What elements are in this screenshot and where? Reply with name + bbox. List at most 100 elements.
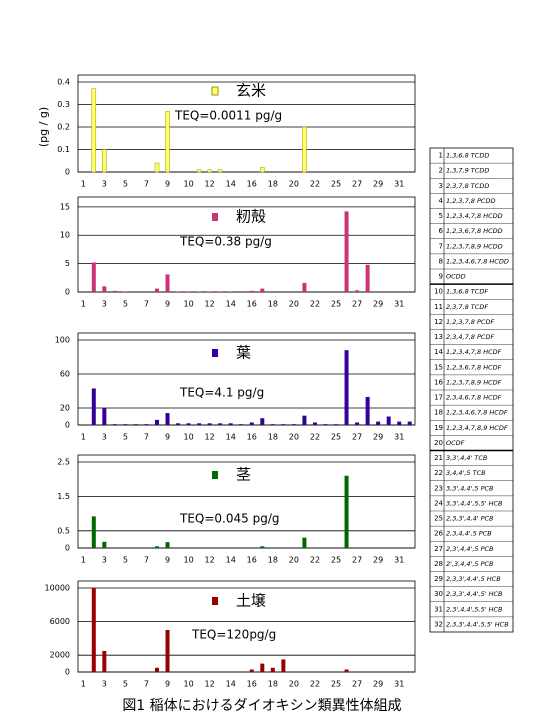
y-tick-label: 1.5 <box>57 492 70 501</box>
y-tick-label: 0 <box>65 288 70 297</box>
bar <box>323 424 328 425</box>
x-tick-label: 7 <box>144 433 149 442</box>
x-tick-label: 3 <box>102 300 107 309</box>
x-tick-label: 14 <box>226 433 236 442</box>
legend-congener: 1,2,3,6,7,8 HCDD <box>446 227 503 235</box>
y-tick-label: 0.4 <box>57 78 70 87</box>
x-tick-label: 25 <box>331 556 341 565</box>
legend-number: 8 <box>439 257 443 265</box>
legend-number: 12 <box>434 318 443 326</box>
x-tick-label: 22 <box>310 680 320 689</box>
legend-congener: 1,3,6,8 TCDF <box>446 288 488 296</box>
legend-congener: 2,3,3',4,4',5 HCB <box>446 575 501 583</box>
y-tick-label: 0 <box>65 668 70 677</box>
legend-number: 22 <box>434 469 443 477</box>
x-tick-label: 5 <box>123 680 128 689</box>
legend-congener: 1,2,3,4,6,7,8 HCDF <box>446 409 508 417</box>
x-tick-label: 20 <box>289 180 299 189</box>
legend-number: 31 <box>434 605 443 613</box>
legend-congener: 2',3,4,4',5 PCB <box>446 560 494 568</box>
legend-number: 18 <box>434 409 443 417</box>
bar <box>228 291 233 292</box>
bar <box>365 396 370 425</box>
x-tick-label: 3 <box>102 433 107 442</box>
y-tick-label: 2.5 <box>57 458 70 467</box>
bar <box>302 126 307 173</box>
legend-number: 5 <box>439 212 443 220</box>
x-tick-label: 25 <box>331 300 341 309</box>
x-tick-label: 1 <box>81 300 86 309</box>
bar <box>260 546 265 548</box>
bar <box>165 542 170 548</box>
legend-number: 30 <box>434 590 443 598</box>
bar <box>154 419 159 425</box>
legend-number: 23 <box>434 484 443 492</box>
legend-congener: 1,2,3,7,8 PCDD <box>446 197 495 205</box>
bar <box>281 424 286 425</box>
bar <box>397 421 402 425</box>
x-tick-label: 14 <box>226 680 236 689</box>
x-tick-label: 16 <box>247 180 257 189</box>
legend-congener: 3,3',4,4' TCB <box>446 454 488 462</box>
bar <box>197 291 202 292</box>
legend-number: 20 <box>434 439 443 447</box>
y-tick-label: 2000 <box>50 651 70 660</box>
bar <box>270 667 275 672</box>
x-tick-label: 18 <box>268 433 278 442</box>
legend-number: 26 <box>434 530 443 538</box>
x-tick-label: 14 <box>226 300 236 309</box>
x-tick-label: 12 <box>205 556 215 565</box>
x-tick-label: 31 <box>394 556 404 565</box>
bar <box>91 262 96 292</box>
bar <box>302 282 307 292</box>
legend-congener: 1,3,7,9 TCDD <box>446 167 489 175</box>
bar <box>207 291 212 292</box>
panel-title: 葉 <box>236 344 251 362</box>
legend-number: 11 <box>434 303 443 311</box>
bar <box>176 291 181 292</box>
legend-congener: 1,2,3,7,8,9 HCDD <box>446 242 503 250</box>
x-tick-label: 1 <box>81 180 86 189</box>
legend-number: 28 <box>434 560 443 568</box>
x-tick-label: 1 <box>81 556 86 565</box>
legend-swatch <box>212 349 218 357</box>
panel-title: 玄米 <box>236 82 266 100</box>
x-tick-label: 10 <box>183 433 193 442</box>
x-tick-label: 12 <box>205 433 215 442</box>
y-tick-label: 0.1 <box>57 145 70 154</box>
bar <box>312 422 317 425</box>
x-tick-label: 27 <box>352 680 362 689</box>
legend-congener: 1,2,3,4,7,8 HCDD <box>446 212 503 220</box>
legend-congener: 1,2,3,6,7,8 HCDF <box>446 363 502 371</box>
x-tick-label: 18 <box>268 180 278 189</box>
x-tick-label: 5 <box>123 180 128 189</box>
x-tick-label: 7 <box>144 300 149 309</box>
bar <box>144 424 149 425</box>
x-tick-label: 22 <box>310 556 320 565</box>
teq-annotation: TEQ=0.045 pg/g <box>179 512 279 526</box>
x-tick-label: 29 <box>373 180 383 189</box>
caption: 図1 稲体におけるダイオキシン類異性体組成 <box>122 698 401 714</box>
x-tick-label: 22 <box>310 433 320 442</box>
x-tick-label: 27 <box>352 180 362 189</box>
panel-title: 茎 <box>236 466 251 484</box>
x-tick-label: 16 <box>247 556 257 565</box>
x-tick-label: 31 <box>394 680 404 689</box>
bar <box>344 475 349 548</box>
x-tick-label: 16 <box>247 433 257 442</box>
bar <box>186 423 191 425</box>
bar <box>154 288 159 292</box>
legend-number: 4 <box>439 197 444 205</box>
bar <box>239 424 244 425</box>
legend-number: 21 <box>434 454 443 462</box>
bar <box>260 663 265 672</box>
x-tick-label: 29 <box>373 680 383 689</box>
bar <box>165 413 170 425</box>
teq-annotation: TEQ=4.1 pg/g <box>179 386 264 400</box>
x-tick-label: 25 <box>331 180 341 189</box>
x-tick-label: 10 <box>183 180 193 189</box>
legend-congener: 1,2,3,4,7,8,9 HCDF <box>446 424 508 432</box>
bar <box>228 423 233 425</box>
bar <box>217 169 223 173</box>
